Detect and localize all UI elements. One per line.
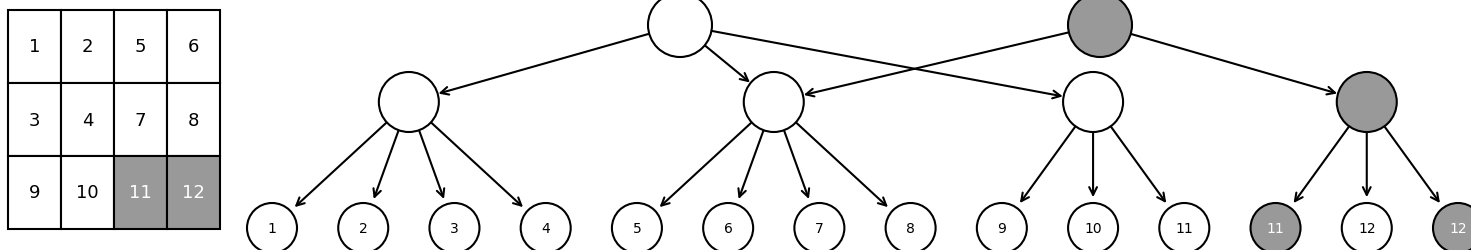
Text: 2: 2 — [359, 221, 368, 235]
Text: 8: 8 — [188, 111, 199, 129]
Ellipse shape — [380, 73, 438, 132]
Text: 7: 7 — [815, 221, 824, 235]
FancyBboxPatch shape — [7, 11, 60, 84]
Ellipse shape — [1337, 73, 1397, 132]
Ellipse shape — [1159, 203, 1209, 250]
Ellipse shape — [1064, 73, 1122, 132]
Ellipse shape — [247, 203, 297, 250]
Text: 9: 9 — [997, 221, 1006, 235]
Ellipse shape — [649, 0, 712, 58]
Text: 9: 9 — [29, 184, 40, 202]
Ellipse shape — [338, 203, 388, 250]
Text: 12: 12 — [1358, 221, 1375, 235]
Ellipse shape — [886, 203, 936, 250]
Ellipse shape — [703, 203, 753, 250]
Ellipse shape — [1342, 203, 1392, 250]
Text: 6: 6 — [724, 221, 733, 235]
Ellipse shape — [1068, 0, 1133, 58]
Text: 7: 7 — [135, 111, 146, 129]
Text: 12: 12 — [182, 184, 204, 202]
Text: 12: 12 — [1449, 221, 1467, 235]
Text: 1: 1 — [29, 38, 40, 56]
Ellipse shape — [977, 203, 1027, 250]
Text: 3: 3 — [29, 111, 40, 129]
Ellipse shape — [612, 203, 662, 250]
Ellipse shape — [430, 203, 480, 250]
FancyBboxPatch shape — [168, 156, 221, 229]
Text: 10: 10 — [76, 184, 99, 202]
Text: 2: 2 — [82, 38, 93, 56]
Ellipse shape — [794, 203, 844, 250]
Ellipse shape — [1068, 203, 1118, 250]
FancyBboxPatch shape — [168, 11, 221, 84]
Text: 8: 8 — [906, 221, 915, 235]
FancyBboxPatch shape — [7, 156, 60, 229]
Text: 5: 5 — [135, 38, 146, 56]
FancyBboxPatch shape — [60, 11, 113, 84]
Text: 11: 11 — [1175, 221, 1193, 235]
Ellipse shape — [521, 203, 571, 250]
Text: 11: 11 — [129, 184, 152, 202]
Text: 1: 1 — [268, 221, 277, 235]
FancyBboxPatch shape — [168, 84, 221, 156]
FancyBboxPatch shape — [113, 156, 168, 229]
Text: 11: 11 — [1267, 221, 1284, 235]
FancyBboxPatch shape — [113, 84, 168, 156]
FancyBboxPatch shape — [113, 11, 168, 84]
Text: 3: 3 — [450, 221, 459, 235]
FancyBboxPatch shape — [60, 156, 113, 229]
Text: 5: 5 — [633, 221, 641, 235]
Ellipse shape — [744, 73, 803, 132]
Ellipse shape — [1433, 203, 1471, 250]
Text: 4: 4 — [541, 221, 550, 235]
FancyBboxPatch shape — [60, 84, 113, 156]
Text: 6: 6 — [188, 38, 199, 56]
FancyBboxPatch shape — [7, 84, 60, 156]
Ellipse shape — [1250, 203, 1300, 250]
Text: 4: 4 — [82, 111, 93, 129]
Text: 10: 10 — [1084, 221, 1102, 235]
